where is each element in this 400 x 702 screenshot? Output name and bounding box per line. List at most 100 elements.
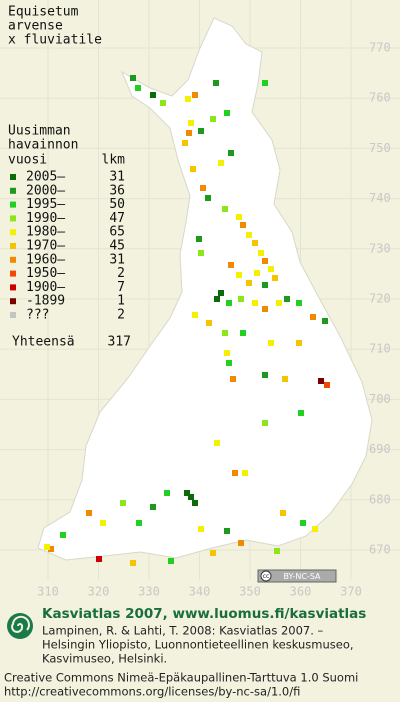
legend-label: 1970– bbox=[26, 239, 65, 254]
legend-swatch bbox=[10, 187, 16, 194]
observation-cell bbox=[322, 318, 328, 324]
x-axis-label: 330 bbox=[138, 585, 160, 599]
observation-cell bbox=[252, 300, 258, 306]
observation-cell bbox=[226, 360, 232, 366]
observation-cell bbox=[310, 314, 316, 320]
observation-cell bbox=[300, 520, 306, 526]
legend-swatch bbox=[10, 312, 16, 318]
observation-cell bbox=[206, 320, 212, 326]
observation-cell bbox=[238, 540, 244, 546]
observation-cell bbox=[268, 340, 274, 346]
legend-label: 1990– bbox=[26, 211, 65, 226]
observation-cell bbox=[262, 372, 268, 378]
observation-cell bbox=[324, 382, 330, 388]
observation-cell bbox=[214, 296, 220, 302]
observation-cell bbox=[200, 185, 206, 191]
observation-cell bbox=[228, 262, 234, 268]
y-axis-label: 770 bbox=[369, 41, 391, 55]
legend-swatch bbox=[10, 215, 16, 222]
legend-swatch bbox=[10, 284, 16, 291]
observation-cell bbox=[130, 75, 136, 81]
observation-cell bbox=[96, 556, 102, 562]
observation-cell bbox=[222, 330, 228, 336]
legend-label: 1980– bbox=[26, 225, 65, 240]
y-axis-label: 740 bbox=[369, 191, 391, 205]
y-axis-label: 680 bbox=[369, 492, 391, 506]
observation-cell bbox=[262, 420, 268, 426]
observation-cell bbox=[218, 290, 224, 296]
observation-cell bbox=[224, 350, 230, 356]
legend-count: 36 bbox=[109, 183, 125, 198]
observation-cell bbox=[192, 312, 198, 318]
observation-cell bbox=[242, 470, 248, 476]
observation-cell bbox=[276, 300, 282, 306]
legend-count: 50 bbox=[109, 197, 125, 212]
legend-heading: vuosi bbox=[8, 153, 47, 168]
legend-count: 2 bbox=[117, 308, 125, 323]
observation-cell bbox=[236, 214, 242, 220]
legend-label: 1995– bbox=[26, 197, 65, 212]
x-axis-label: 370 bbox=[340, 585, 362, 599]
legend-heading: Uusimman bbox=[8, 124, 71, 139]
legend: 2005– 31 2000– 36 1995– 50 1990– 47 1980– 65 1970–… bbox=[10, 170, 125, 323]
legend-swatch bbox=[10, 256, 16, 263]
observation-cell bbox=[230, 376, 236, 382]
finland-outline bbox=[37, 17, 373, 561]
x-axis-label: 350 bbox=[239, 585, 261, 599]
observation-cell bbox=[224, 528, 230, 534]
license-line: http://creativecommons.org/licenses/by-n… bbox=[4, 685, 300, 699]
observation-cell bbox=[196, 236, 202, 242]
observation-cells bbox=[44, 75, 330, 566]
legend-count: 47 bbox=[109, 211, 125, 226]
title-line: x fluviatile bbox=[8, 33, 102, 48]
observation-cell bbox=[272, 275, 278, 281]
observation-cell bbox=[284, 296, 290, 302]
title-line: Equisetum bbox=[8, 5, 79, 20]
observation-cell bbox=[298, 410, 304, 416]
observation-cell bbox=[246, 280, 252, 286]
observation-cell bbox=[198, 128, 204, 134]
title-line: arvense bbox=[8, 19, 63, 34]
observation-cell bbox=[214, 440, 220, 446]
legend-swatch bbox=[10, 298, 16, 305]
observation-cell bbox=[198, 526, 204, 532]
svg-text:cc: cc bbox=[263, 573, 270, 580]
observation-cell bbox=[252, 240, 258, 246]
legend-swatch bbox=[10, 270, 16, 277]
observation-cell bbox=[232, 470, 238, 476]
observation-cell bbox=[210, 116, 216, 122]
legend-label: 2000– bbox=[26, 183, 65, 198]
legend-count: 1 bbox=[117, 294, 125, 309]
legend-swatch bbox=[10, 201, 16, 208]
y-axis-label: 730 bbox=[369, 241, 391, 255]
citation-line: Helsingin Yliopisto, Luonnontieteellinen… bbox=[42, 638, 354, 652]
observation-cell bbox=[226, 300, 232, 306]
citation-line: Lampinen, R. & Lahti, T. 2008: Kasviatla… bbox=[42, 624, 324, 638]
legend-swatch bbox=[10, 174, 16, 180]
observation-cell bbox=[246, 232, 252, 238]
observation-cell bbox=[186, 130, 192, 136]
observation-cell bbox=[44, 544, 50, 550]
observation-cell bbox=[48, 546, 54, 552]
y-axis-label: 750 bbox=[369, 141, 391, 155]
observation-cell bbox=[164, 490, 170, 496]
y-axis-label: 700 bbox=[369, 392, 391, 406]
observation-cell bbox=[120, 500, 126, 506]
observation-cell bbox=[268, 266, 274, 272]
observation-cell bbox=[240, 330, 246, 336]
observation-cell bbox=[188, 494, 194, 500]
legend-label: ??? bbox=[26, 308, 49, 323]
observation-cell bbox=[135, 85, 141, 91]
observation-cell bbox=[280, 510, 286, 516]
observation-cell bbox=[185, 96, 191, 102]
observation-cell bbox=[222, 206, 228, 212]
observation-cell bbox=[130, 560, 136, 566]
legend-swatch bbox=[10, 243, 16, 249]
observation-cell bbox=[262, 306, 268, 312]
observation-cell bbox=[184, 490, 190, 496]
observation-cell bbox=[318, 378, 324, 384]
observation-cell bbox=[210, 550, 216, 556]
license-line: Creative Commons Nimeä-Epäkaupallinen-Ta… bbox=[4, 671, 358, 685]
observation-cell bbox=[205, 195, 211, 201]
